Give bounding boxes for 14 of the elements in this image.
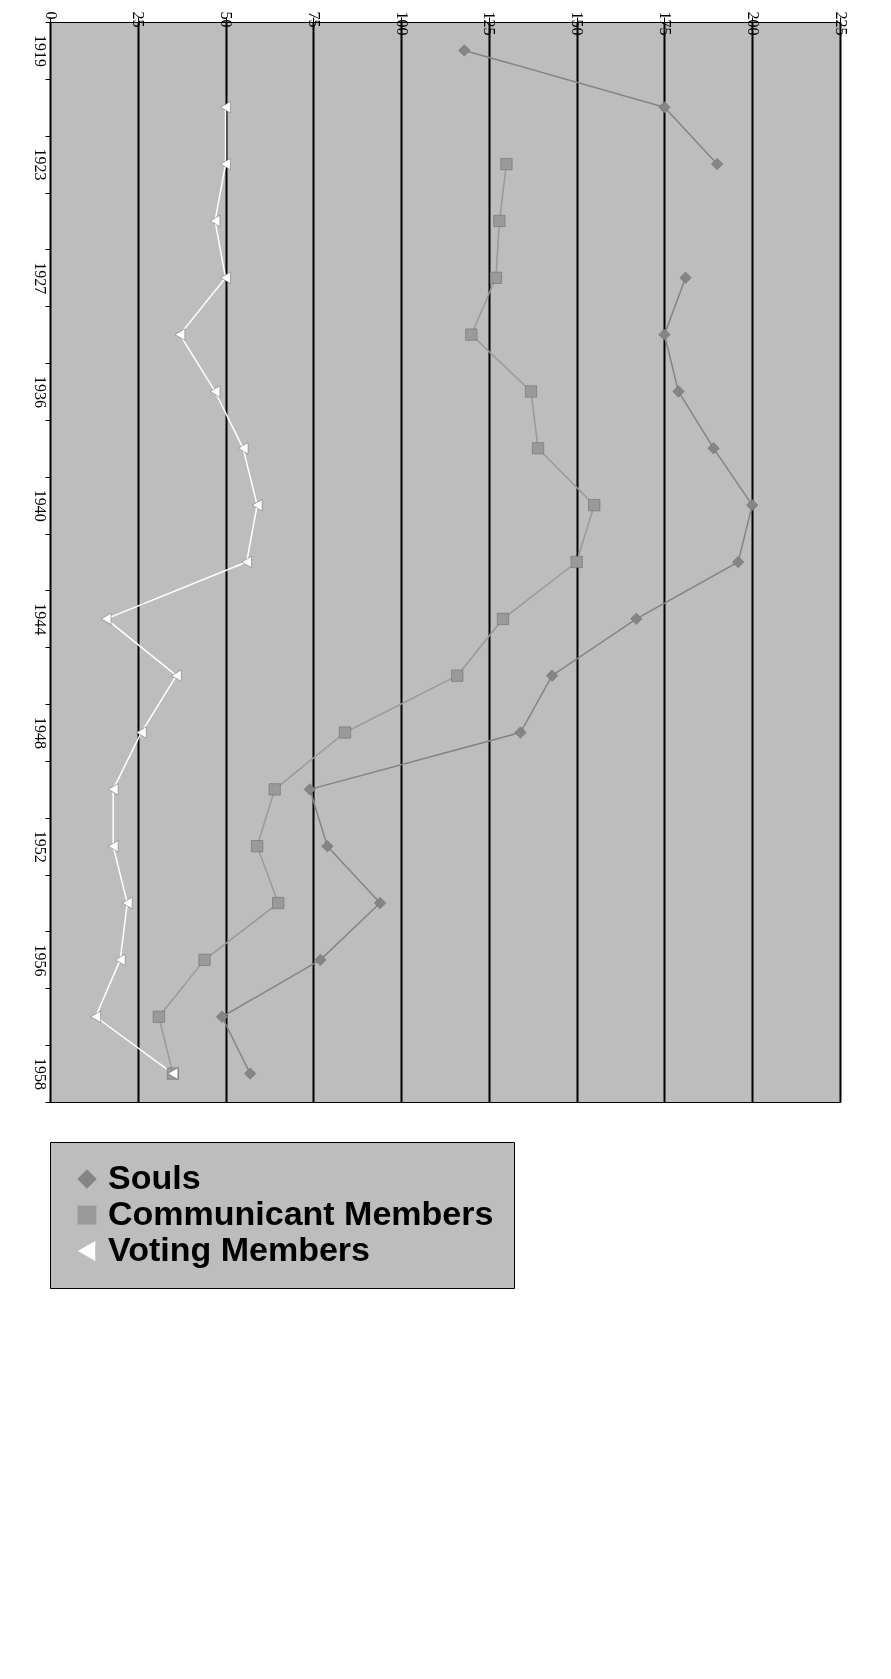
y-tick-label: 1952 — [31, 830, 49, 863]
legend-label: Communicant Members — [108, 1194, 494, 1232]
y-tick-label: 1948 — [31, 717, 49, 750]
y-tick-label: 1944 — [31, 603, 49, 636]
y-tick-label: 1936 — [31, 375, 49, 408]
legend-label: Souls — [108, 1158, 201, 1196]
y-tick-label: 1919 — [31, 34, 49, 67]
y-tick-label: 1927 — [31, 262, 49, 295]
x-tick-label: 0 — [42, 11, 60, 20]
y-tick-label: 1923 — [31, 148, 49, 181]
y-tick-label: 1940 — [31, 489, 49, 522]
legend-label: Voting Members — [108, 1230, 370, 1268]
y-tick-label: 1958 — [31, 1058, 49, 1091]
y-tick-label: 1956 — [31, 944, 49, 977]
